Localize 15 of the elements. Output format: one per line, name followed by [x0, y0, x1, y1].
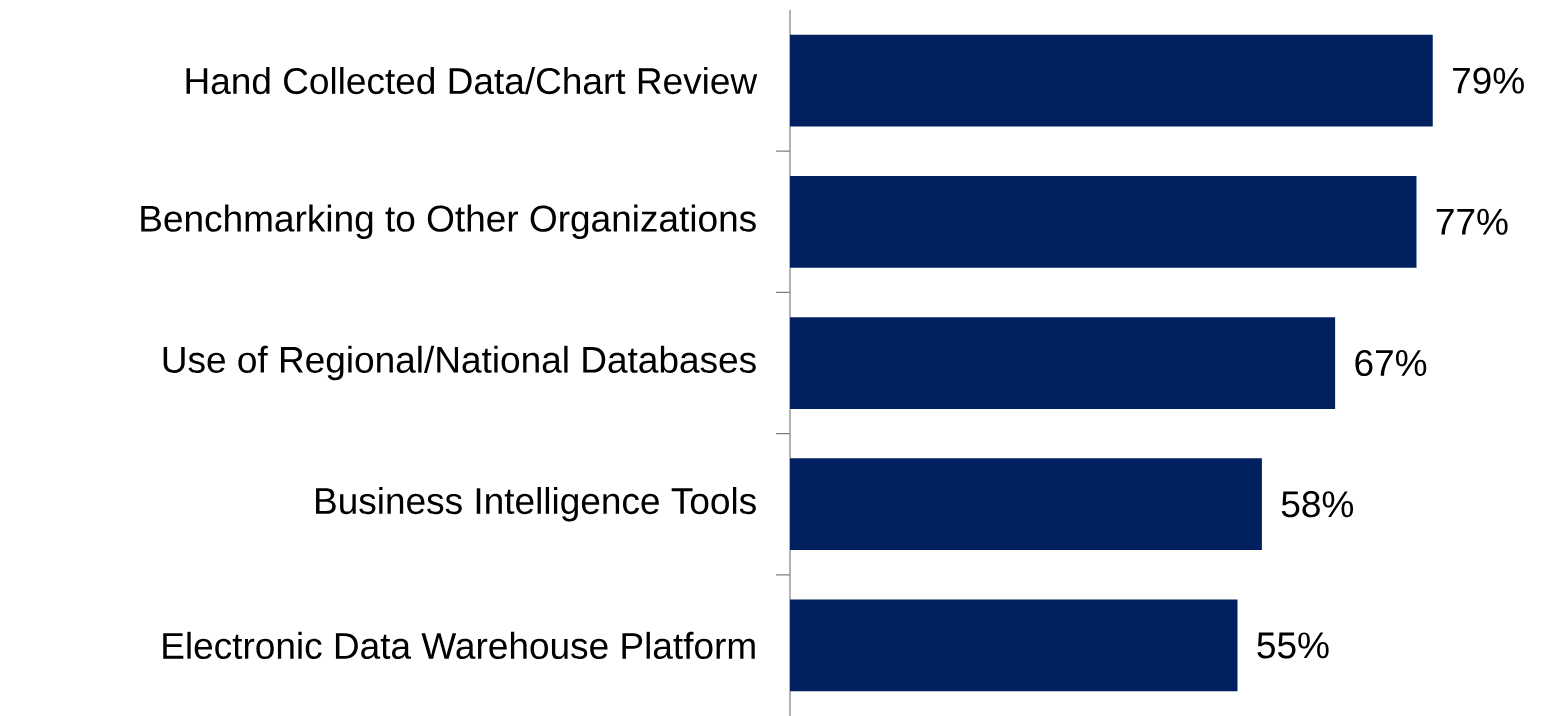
data-label: 79%: [1453, 67, 1524, 94]
y-tick-label: Electronic Data Warehouse Platform: [163, 631, 755, 660]
y-tick-label: Use of Regional/National Databases: [163, 345, 756, 381]
bar: [790, 317, 1336, 409]
bar: [790, 458, 1262, 551]
bar: [790, 34, 1433, 127]
bar: [790, 599, 1238, 692]
y-tick-label: Benchmarking to Other Organizations: [141, 204, 756, 240]
bar: [790, 175, 1417, 268]
y-tick-label: Hand Collected Data/Chart Review: [186, 67, 758, 95]
data-label: 58%: [1281, 491, 1354, 518]
y-tick-label: Business Intelligence Tools: [316, 486, 756, 522]
data-label: 55%: [1257, 632, 1329, 659]
data-label: 77%: [1436, 208, 1508, 235]
data-label: 67%: [1355, 349, 1427, 377]
